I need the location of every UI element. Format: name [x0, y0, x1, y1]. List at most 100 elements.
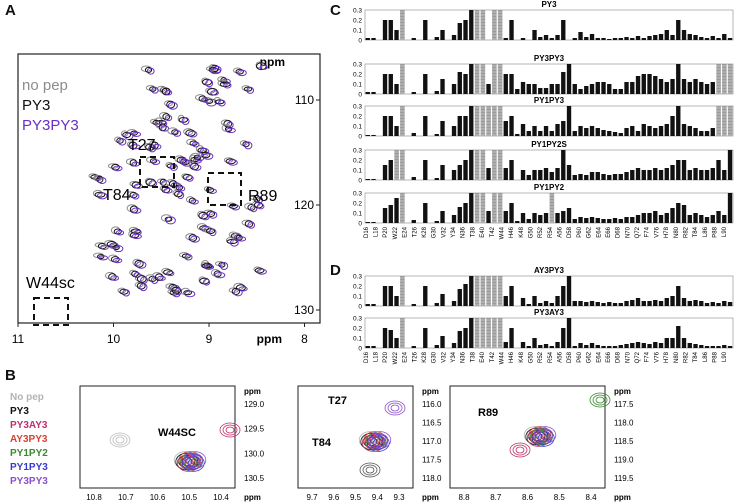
data-bar: [411, 133, 416, 136]
data-bar: [618, 345, 623, 348]
unassigned-bar: [400, 193, 405, 223]
data-bar: [635, 131, 641, 136]
data-bar: [555, 35, 560, 40]
data-bar: [630, 170, 635, 180]
data-bar: [440, 165, 445, 180]
peak-contour: [371, 433, 389, 447]
data-bar: [584, 128, 589, 136]
peak-contour: [235, 234, 243, 241]
data-bar: [658, 343, 664, 348]
data-bar: [572, 84, 577, 94]
data-bar: [607, 84, 612, 94]
data-bar: [704, 303, 710, 306]
data-bar: [670, 116, 675, 136]
data-bar: [676, 20, 681, 40]
data-bar: [566, 276, 572, 306]
data-bar: [503, 296, 508, 306]
data-bar: [463, 284, 468, 306]
residue-label: K28: [422, 351, 428, 362]
peak-contour: [531, 429, 555, 447]
unassigned-bar: [549, 193, 555, 223]
data-bar: [630, 38, 635, 40]
residue-label: W44: [499, 351, 505, 364]
peak-contour: [184, 456, 202, 470]
peak-contour: [366, 434, 390, 452]
data-bar: [394, 30, 399, 40]
data-bar: [463, 160, 468, 180]
x-tick-label: 8.5: [554, 493, 566, 502]
data-bar: [716, 211, 721, 223]
y-tick-label: 130: [294, 303, 314, 317]
data-bar: [411, 346, 416, 348]
data-bar: [704, 217, 710, 223]
region-label: T84: [103, 187, 131, 204]
data-bar: [440, 294, 445, 306]
peak-contour: [184, 455, 196, 465]
x-tick-label: 9.5: [350, 493, 362, 502]
x-tick-label: 10.5: [181, 493, 197, 502]
x-tick-label: 9.4: [372, 493, 384, 502]
unassigned-bar: [497, 276, 503, 306]
y-tick-label: 116.5: [422, 419, 442, 428]
unassigned-bar: [400, 318, 405, 348]
data-bar: [526, 304, 531, 306]
data-bar: [612, 132, 618, 136]
data-bar: [411, 92, 416, 94]
data-bar: [635, 36, 641, 40]
data-bar: [434, 37, 439, 40]
data-bar: [520, 170, 526, 180]
peak-contour: [110, 275, 120, 281]
residue-label: D58: [567, 226, 573, 238]
peak-contour: [112, 257, 123, 264]
data-bar: [618, 303, 623, 306]
residue-label: F74: [645, 226, 651, 237]
residue-label: G50: [529, 351, 535, 363]
unassigned-bar: [722, 64, 727, 94]
x-tick-label: 8.7: [490, 493, 502, 502]
peak-contour: [219, 81, 231, 88]
peak-contour: [197, 147, 207, 153]
peak-contour: [148, 144, 157, 153]
data-bar: [394, 198, 399, 223]
data-bar: [687, 34, 692, 40]
data-bar: [704, 38, 710, 40]
data-bar: [423, 328, 428, 348]
data-bar: [532, 84, 537, 94]
peak-contour: [163, 188, 173, 194]
peak-contour: [160, 125, 170, 132]
data-bar: [440, 211, 445, 223]
residue-label: T26: [412, 351, 418, 362]
residue-label: L18: [374, 226, 380, 237]
unassigned-bar: [716, 106, 721, 136]
chart-frame: [364, 63, 734, 95]
data-bar: [566, 106, 572, 136]
peak-contour: [374, 435, 386, 445]
data-bar: [630, 217, 635, 223]
residue-label: V32: [441, 226, 447, 237]
data-bar: [601, 219, 606, 223]
data-bar: [607, 39, 612, 40]
peak-contour: [164, 114, 173, 122]
peak-contour: [208, 67, 219, 73]
residue-label: K48: [519, 226, 525, 237]
data-bar: [658, 301, 664, 306]
peak-contour: [256, 203, 265, 210]
data-bar: [647, 126, 652, 136]
data-bar: [371, 222, 376, 223]
data-bar: [515, 221, 520, 223]
x-tick-label: 11: [12, 332, 25, 346]
unassigned-bar: [716, 64, 721, 94]
peak-contour: [115, 436, 125, 444]
data-bar: [520, 298, 526, 306]
y-tick-label: 0: [358, 92, 362, 99]
data-bar: [532, 296, 537, 306]
peak-contour: [205, 79, 214, 88]
peak-contour: [242, 141, 250, 148]
data-bar: [388, 160, 393, 180]
peak-contour: [100, 244, 109, 251]
data-bar: [722, 170, 727, 180]
peak-contour: [228, 159, 238, 166]
x-tick-label: 10.4: [213, 493, 229, 502]
data-bar: [687, 301, 692, 306]
data-bar: [699, 345, 704, 348]
